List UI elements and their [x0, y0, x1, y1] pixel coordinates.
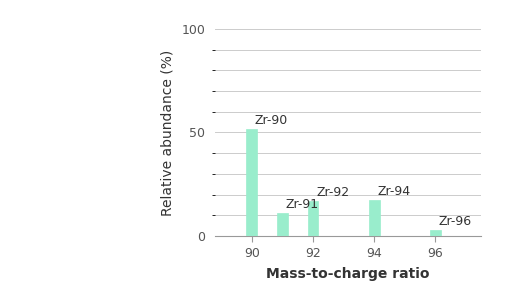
Bar — [277, 213, 288, 236]
Y-axis label: Relative abundance (%): Relative abundance (%) — [160, 49, 175, 216]
Text: Zr-91: Zr-91 — [285, 198, 318, 211]
Bar — [308, 201, 318, 236]
Text: Zr-92: Zr-92 — [316, 185, 349, 198]
Bar — [246, 130, 257, 236]
Bar — [369, 200, 379, 236]
Text: Zr-94: Zr-94 — [377, 185, 410, 198]
Text: Zr-90: Zr-90 — [255, 114, 288, 127]
X-axis label: Mass-to-charge ratio: Mass-to-charge ratio — [266, 266, 430, 281]
Bar — [430, 230, 441, 236]
Text: Zr-96: Zr-96 — [438, 215, 472, 228]
